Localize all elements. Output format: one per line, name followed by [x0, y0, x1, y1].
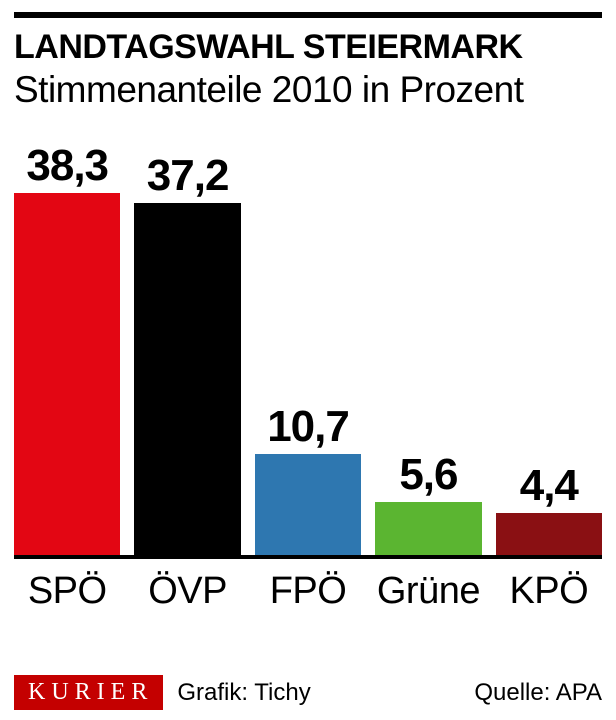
bar-label: KPÖ: [496, 570, 602, 613]
chart-title: LANDTAGSWAHL STEIERMARK: [14, 28, 602, 67]
bar-label: ÖVP: [134, 570, 240, 613]
bar-rect: [496, 513, 602, 555]
bar-chart: 38,3 37,2 10,7 5,6 4,4 SPÖ ÖVP FPÖ Grüne KPÖ: [14, 117, 602, 617]
bar-slot: 10,7: [255, 117, 361, 555]
bar-value: 4,4: [520, 461, 578, 511]
bar-rect: [134, 203, 240, 555]
bar-rect: [14, 193, 120, 555]
graphic-credit: Grafik: Tichy: [177, 679, 474, 707]
brand-badge: KURIER: [14, 675, 163, 710]
bar-slot: 4,4: [496, 117, 602, 555]
data-source: Quelle: APA: [474, 679, 602, 707]
chart-subtitle: Stimmenanteile 2010 in Prozent: [14, 69, 602, 111]
footer: KURIER Grafik: Tichy Quelle: APA: [14, 675, 602, 710]
bar-rect: [255, 454, 361, 555]
bar-slot: 37,2: [134, 117, 240, 555]
chart-container: LANDTAGSWAHL STEIERMARK Stimmenanteile 2…: [0, 0, 616, 720]
bar-slot: 5,6: [375, 117, 481, 555]
bars-row: 38,3 37,2 10,7 5,6 4,4: [14, 117, 602, 559]
bar-value: 10,7: [267, 402, 349, 452]
labels-row: SPÖ ÖVP FPÖ Grüne KPÖ: [14, 565, 602, 617]
bar-label: SPÖ: [14, 570, 120, 613]
bar-slot: 38,3: [14, 117, 120, 555]
bar-label: Grüne: [375, 570, 481, 613]
bar-rect: [375, 502, 481, 555]
bar-value: 38,3: [26, 141, 108, 191]
top-rule: [14, 12, 602, 18]
bar-label: FPÖ: [255, 570, 361, 613]
bar-value: 5,6: [399, 450, 457, 500]
bar-value: 37,2: [147, 151, 229, 201]
